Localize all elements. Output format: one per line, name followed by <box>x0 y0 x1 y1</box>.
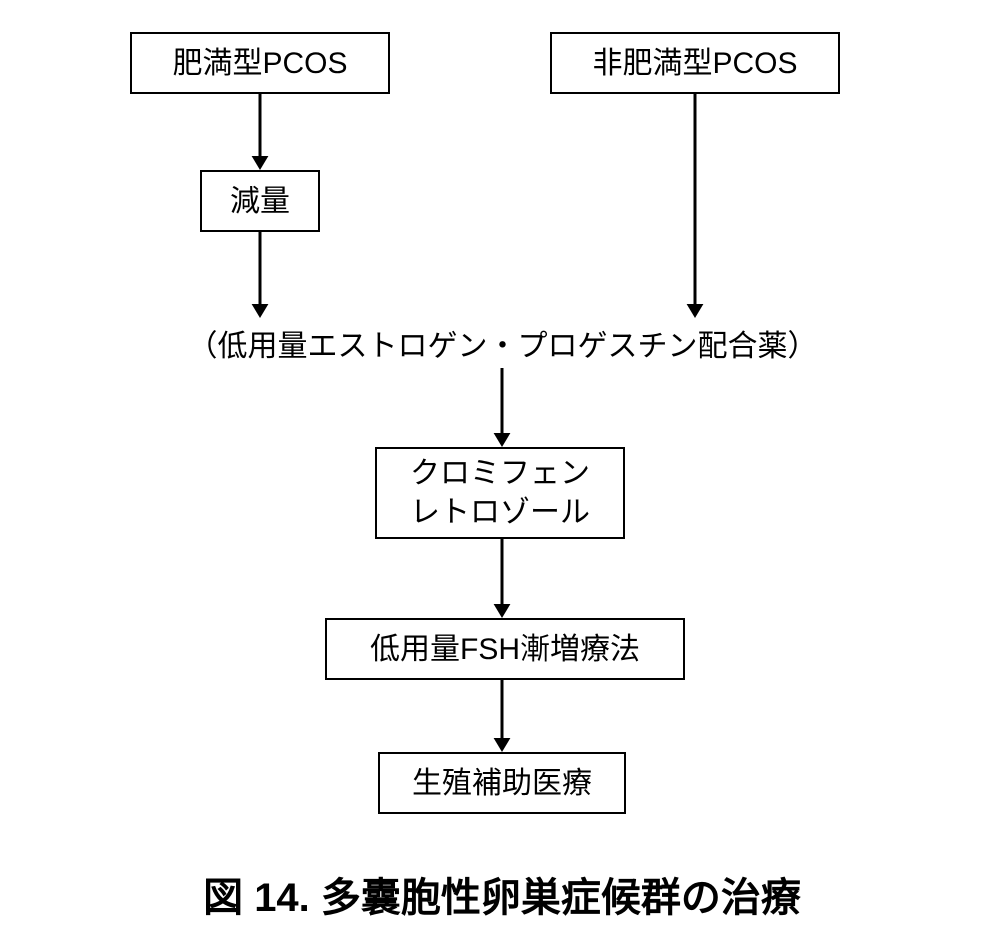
flow-node-obese: 肥満型PCOS <box>130 32 390 94</box>
flow-arrow <box>675 74 715 338</box>
flow-node-art: 生殖補助医療 <box>378 752 626 814</box>
flow-node-clom: クロミフェン レトロゾール <box>375 447 625 539</box>
flow-node-fsh: 低用量FSH漸増療法 <box>325 618 685 680</box>
flow-node-lep: （低用量エストロゲン・プロゲスチン配合薬） <box>75 318 930 368</box>
figure-caption: 図 14. 多囊胞性卵巣症候群の治療 <box>0 865 1004 923</box>
flow-node-reduce: 減量 <box>200 170 320 232</box>
flow-node-nonobese: 非肥満型PCOS <box>550 32 840 94</box>
